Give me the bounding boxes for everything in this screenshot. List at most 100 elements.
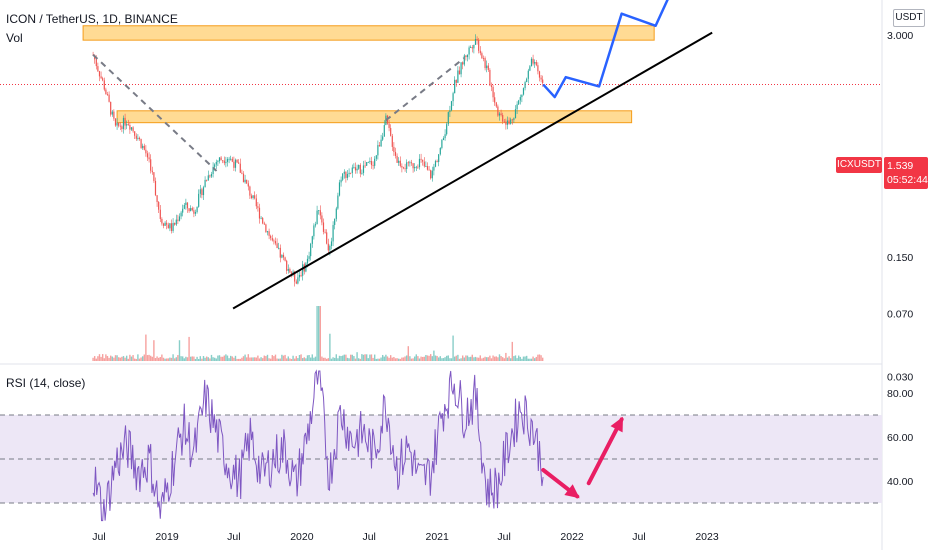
volume-bar (442, 358, 445, 361)
candle-body (206, 179, 208, 181)
volume-bar (413, 356, 416, 361)
candle-body (151, 170, 153, 173)
volume-bar (157, 357, 160, 361)
volume-bar (273, 356, 275, 361)
candle-body (502, 114, 504, 122)
candle-body (279, 247, 281, 258)
x-tick-label: Jul (362, 531, 375, 543)
candle-body (468, 47, 470, 55)
volume-bar (225, 354, 227, 361)
candle-body (329, 245, 331, 251)
candle-body (390, 127, 392, 136)
volume-bar (421, 356, 424, 361)
candle-body (263, 223, 265, 225)
volume-bar (340, 355, 342, 361)
volume-bar (477, 357, 480, 361)
volume-bar (444, 357, 446, 361)
candle-body (284, 257, 286, 261)
candle-body (103, 80, 105, 90)
candle-body (532, 58, 534, 64)
volume-bar (300, 354, 302, 361)
candle-body (326, 232, 328, 244)
candle-body (324, 231, 326, 233)
candle-body (447, 112, 449, 125)
candle-body (500, 113, 502, 115)
volume-bar (218, 355, 221, 361)
volume-bar (247, 354, 249, 361)
candle-body (170, 223, 173, 231)
candle-body (137, 137, 139, 139)
volume-bar (284, 354, 286, 361)
candle-body (490, 85, 493, 87)
volume-bar (369, 354, 371, 361)
volume-bar (156, 356, 158, 361)
candle-body (457, 70, 459, 83)
candle-body (102, 78, 104, 81)
volume-bar (274, 354, 277, 361)
candle-body (378, 145, 381, 147)
x-tick-label: Jul (632, 531, 645, 543)
candle-body (265, 224, 267, 233)
volume-bar (239, 358, 241, 361)
volume-bar (109, 355, 112, 361)
candle-body (330, 241, 333, 246)
volume-bar (343, 354, 345, 361)
candle-body (497, 106, 499, 116)
candle-body (97, 66, 99, 72)
candle-body (230, 158, 232, 160)
dashed-trendline (385, 57, 465, 122)
volume-bar (178, 340, 181, 361)
candle-body (298, 275, 301, 278)
symbol-title[interactable]: ICON / TetherUS, 1D, BINANCE (6, 12, 178, 26)
volume-bar (202, 356, 205, 361)
volume-bar (253, 357, 256, 361)
candle-body (407, 162, 409, 164)
candle-body (362, 165, 365, 173)
volume-bar (188, 336, 190, 361)
volume-bar (484, 356, 486, 361)
last-price-tag: 1.539 05:52:44 (884, 157, 928, 189)
candle-body (220, 157, 222, 161)
candle-body (498, 113, 501, 116)
volume-bar (258, 358, 261, 361)
candle-body (337, 195, 339, 209)
volume-bar (505, 352, 507, 361)
candle-body (262, 217, 264, 224)
candle-body (382, 136, 384, 140)
last-price: 1.539 (887, 160, 914, 172)
candle-body (431, 170, 433, 179)
candle-body (438, 154, 440, 163)
volume-bar (404, 356, 406, 361)
candle-body (196, 206, 198, 213)
candle-body (471, 47, 473, 49)
candle-body (366, 162, 368, 166)
rising-trendline (232, 31, 713, 310)
volume-bar (423, 356, 425, 361)
volume-bar (226, 355, 229, 361)
candle-body (146, 153, 149, 158)
candle-body (439, 147, 441, 155)
candle-body (358, 164, 360, 169)
candle-body (454, 79, 456, 94)
candle-body (478, 40, 480, 51)
y-tick-label: 0.070 (887, 309, 913, 321)
volume-bar (449, 358, 451, 361)
candle-body (374, 158, 376, 166)
candle-body (534, 61, 536, 64)
candle-body (207, 175, 209, 181)
candle-body (217, 161, 219, 162)
currency-unit[interactable]: USDT (893, 9, 925, 27)
volume-bar (394, 358, 397, 361)
candle-body (458, 70, 461, 75)
candle-body (124, 117, 126, 126)
candle-body (522, 88, 525, 95)
candle-body (268, 231, 270, 236)
volume-bar (311, 354, 313, 361)
rsi-label[interactable]: RSI (14, close) (6, 376, 86, 390)
candle-body (503, 121, 505, 123)
candle-body (510, 119, 512, 124)
candle-body (332, 224, 334, 242)
volume-label[interactable]: Vol (6, 31, 23, 45)
candle-body (433, 166, 435, 171)
